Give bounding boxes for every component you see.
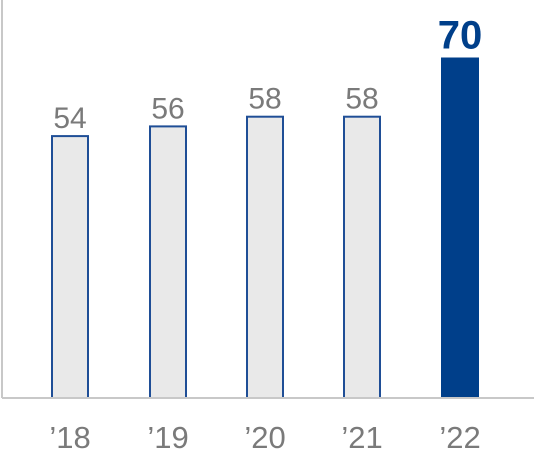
value-labels-layer: 54 56 58 58 70	[53, 14, 482, 136]
bar-0	[51, 135, 89, 399]
axis-layer	[1, 0, 534, 399]
bar-3	[343, 115, 381, 399]
value-label-2: 58	[248, 83, 281, 116]
x-tick-label-2: ’20	[244, 420, 285, 451]
value-label-4: 70	[438, 14, 483, 58]
value-label-1: 56	[151, 92, 184, 125]
bar-4	[441, 57, 479, 399]
value-label-0: 54	[53, 102, 86, 135]
x-tick-label-4: ’22	[439, 420, 480, 451]
x-tick-label-1: ’19	[147, 420, 188, 451]
x-tick-label-3: ’21	[341, 420, 382, 451]
x-tick-label-0: ’18	[49, 420, 90, 451]
bar-2	[246, 115, 284, 399]
bar-1	[149, 125, 187, 400]
bars-layer	[51, 57, 479, 400]
value-label-3: 58	[345, 83, 378, 116]
x-tick-labels-layer: ’18 ’19 ’20 ’21 ’22	[49, 420, 480, 451]
